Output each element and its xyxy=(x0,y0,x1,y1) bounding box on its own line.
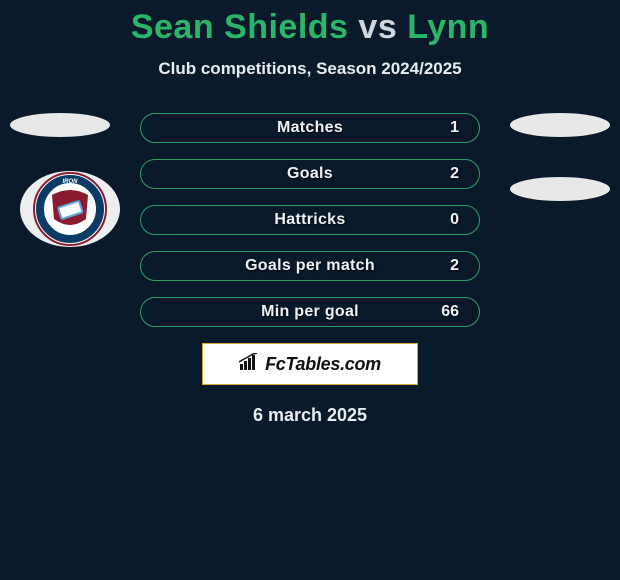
stat-label: Matches xyxy=(277,119,343,137)
bar-chart-icon xyxy=(239,353,261,376)
svg-text:IRON: IRON xyxy=(63,179,79,185)
scunthorpe-badge-icon: IRON xyxy=(32,171,108,247)
avatar-placeholder-left-1 xyxy=(10,113,110,137)
avatar-placeholder-right-1 xyxy=(510,113,610,137)
player-a-name: Sean Shields xyxy=(131,8,349,46)
stat-value: 2 xyxy=(450,165,459,183)
infographic-container: Sean Shields vs Lynn Club competitions, … xyxy=(0,0,620,580)
stat-row-goals-per-match: Goals per match 2 xyxy=(140,251,480,281)
stat-label: Goals xyxy=(287,165,333,183)
page-title: Sean Shields vs Lynn xyxy=(0,8,620,47)
stat-row-min-per-goal: Min per goal 66 xyxy=(140,297,480,327)
stat-row-goals: Goals 2 xyxy=(140,159,480,189)
stat-value: 66 xyxy=(441,303,459,321)
player-b-name: Lynn xyxy=(407,8,489,46)
stat-rows: Matches 1 Goals 2 Hattricks 0 Goals per … xyxy=(140,113,480,327)
vs-text: vs xyxy=(358,8,397,46)
stat-row-matches: Matches 1 xyxy=(140,113,480,143)
club-badge-left: IRON xyxy=(20,171,120,247)
date-text: 6 march 2025 xyxy=(0,405,620,426)
stat-row-hattricks: Hattricks 0 xyxy=(140,205,480,235)
stat-label: Hattricks xyxy=(274,211,345,229)
attribution-text: FcTables.com xyxy=(265,354,381,375)
attribution-box: FcTables.com xyxy=(202,343,418,385)
subtitle: Club competitions, Season 2024/2025 xyxy=(0,59,620,79)
stats-area: IRON Matches 1 Goals 2 Hattricks 0 Goals… xyxy=(0,113,620,426)
stat-label: Goals per match xyxy=(245,257,375,275)
stat-value: 2 xyxy=(450,257,459,275)
stat-value: 0 xyxy=(450,211,459,229)
stat-label: Min per goal xyxy=(261,303,359,321)
stat-value: 1 xyxy=(450,119,459,137)
avatar-placeholder-right-2 xyxy=(510,177,610,201)
